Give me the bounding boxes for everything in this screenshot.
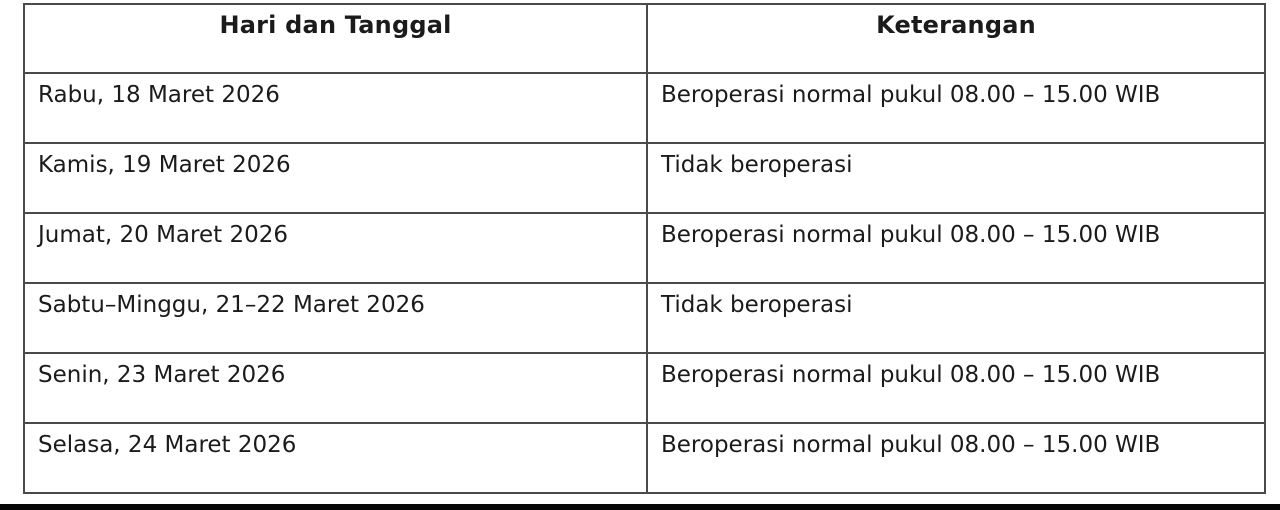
cell-keterangan: Tidak beroperasi (646, 282, 1266, 354)
table-row: Jumat, 20 Maret 2026 Beroperasi normal p… (23, 212, 1266, 284)
cell-hari: Senin, 23 Maret 2026 (23, 352, 648, 424)
column-header-hari-dan-tanggal: Hari dan Tanggal (23, 3, 648, 74)
table-row: Sabtu–Minggu, 21–22 Maret 2026 Tidak ber… (23, 282, 1266, 354)
table-header-row: Hari dan Tanggal Keterangan (23, 3, 1266, 74)
table-row: Selasa, 24 Maret 2026 Beroperasi normal … (23, 422, 1266, 494)
cell-hari: Kamis, 19 Maret 2026 (23, 142, 648, 214)
cell-keterangan: Beroperasi normal pukul 08.00 – 15.00 WI… (646, 72, 1266, 144)
table-row: Kamis, 19 Maret 2026 Tidak beroperasi (23, 142, 1266, 214)
table-row: Senin, 23 Maret 2026 Beroperasi normal p… (23, 352, 1266, 424)
cell-hari: Selasa, 24 Maret 2026 (23, 422, 648, 494)
cell-keterangan: Tidak beroperasi (646, 142, 1266, 214)
cell-hari: Jumat, 20 Maret 2026 (23, 212, 648, 284)
cell-keterangan: Beroperasi normal pukul 08.00 – 15.00 WI… (646, 352, 1266, 424)
cell-keterangan: Beroperasi normal pukul 08.00 – 15.00 WI… (646, 422, 1266, 494)
column-header-keterangan: Keterangan (646, 3, 1266, 74)
bottom-divider-bar (0, 504, 1280, 510)
cell-hari: Sabtu–Minggu, 21–22 Maret 2026 (23, 282, 648, 354)
table-row: Rabu, 18 Maret 2026 Beroperasi normal pu… (23, 72, 1266, 144)
cell-hari: Rabu, 18 Maret 2026 (23, 72, 648, 144)
cell-keterangan: Beroperasi normal pukul 08.00 – 15.00 WI… (646, 212, 1266, 284)
operating-schedule-table: Hari dan Tanggal Keterangan Rabu, 18 Mar… (23, 3, 1266, 494)
